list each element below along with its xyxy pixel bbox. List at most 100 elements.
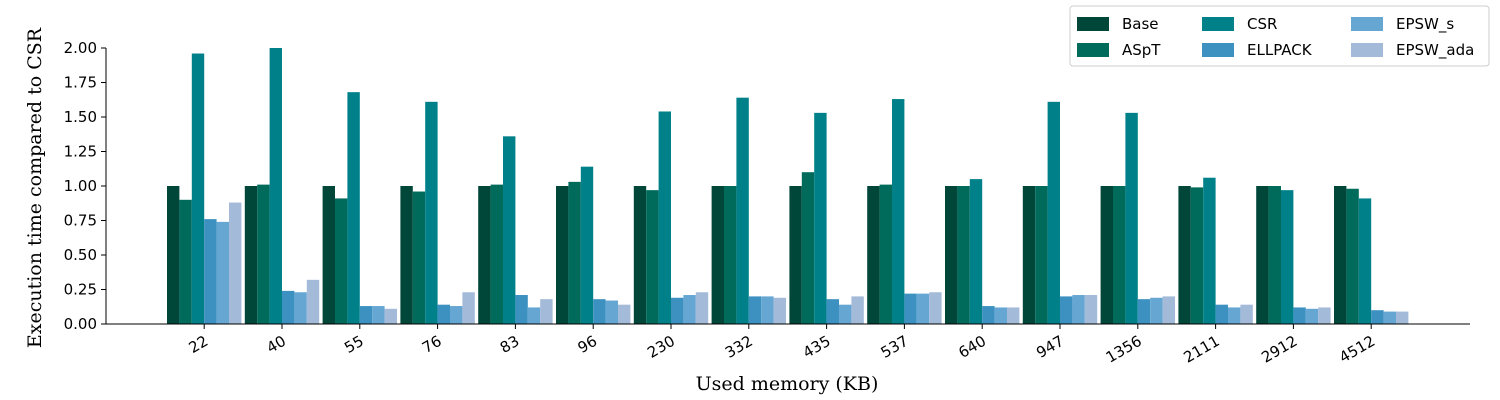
bar-epsw_s-640 xyxy=(994,307,1007,324)
legend-swatch-csr xyxy=(1202,17,1234,31)
bar-base-55 xyxy=(322,186,335,324)
legend-label-csr: CSR xyxy=(1247,15,1277,33)
bar-base-332 xyxy=(711,186,724,324)
bar-ellpack-96 xyxy=(593,299,606,324)
bar-aspt-55 xyxy=(335,198,348,324)
bar-aspt-96 xyxy=(568,181,581,324)
legend-items: Base ASpT CSR ELLPACK EPSW_s EPSW_ada xyxy=(1077,15,1474,60)
bar-epsw_ada-947 xyxy=(1084,295,1098,324)
bar-epsw_s-230 xyxy=(683,295,696,324)
y-tick-label: 1.00 xyxy=(64,177,97,195)
bar-csr-55 xyxy=(347,92,360,324)
bar-epsw_s-1356 xyxy=(1150,297,1163,324)
bar-epsw_ada-640 xyxy=(1007,307,1020,324)
bar-aspt-230 xyxy=(646,190,659,324)
bar-epsw_s-40 xyxy=(294,292,307,324)
bar-base-947 xyxy=(1022,186,1036,324)
bar-base-4512 xyxy=(1334,186,1347,324)
bar-epsw_ada-4512 xyxy=(1396,311,1409,324)
bar-epsw_s-4512 xyxy=(1383,311,1396,324)
bar-aspt-640 xyxy=(957,186,970,324)
bar-epsw_s-537 xyxy=(916,293,930,324)
bar-csr-2111 xyxy=(1203,177,1216,324)
legend-label-ellpack: ELLPACK xyxy=(1247,41,1313,59)
bar-ellpack-40 xyxy=(282,290,295,324)
y-tick-label: 0.50 xyxy=(64,246,97,264)
bar-base-76 xyxy=(400,186,413,324)
bar-aspt-40 xyxy=(257,184,270,324)
x-tick-label: 22 xyxy=(186,332,212,357)
bar-epsw_ada-537 xyxy=(929,292,942,324)
bar-epsw_ada-55 xyxy=(384,308,397,324)
bar-base-22 xyxy=(167,186,180,324)
bar-base-1356 xyxy=(1100,186,1113,324)
y-tick-label: 1.50 xyxy=(64,108,97,126)
bar-aspt-435 xyxy=(801,172,815,324)
legend-swatch-base xyxy=(1077,17,1109,31)
bar-epsw_ada-96 xyxy=(618,304,631,324)
bar-aspt-22 xyxy=(179,199,192,324)
bar-base-230 xyxy=(633,186,647,324)
bar-base-96 xyxy=(556,186,569,324)
x-tick-label: 640 xyxy=(955,332,989,362)
bar-csr-22 xyxy=(191,53,205,325)
bar-csr-4512 xyxy=(1358,198,1372,324)
bar-epsw_s-55 xyxy=(372,306,385,324)
x-ticks: 22 40 55 76 83 96 230 332 435 537 640 947 1356 2111 29… xyxy=(186,324,1378,367)
bar-aspt-83 xyxy=(490,184,503,324)
bar-epsw_s-2111 xyxy=(1228,307,1241,324)
legend-label-aspt: ASpT xyxy=(1122,41,1161,59)
bar-aspt-2912 xyxy=(1268,186,1281,324)
y-tick-label: 1.75 xyxy=(64,74,97,92)
bar-epsw_s-332 xyxy=(761,296,774,324)
bar-base-83 xyxy=(478,186,491,324)
bar-base-40 xyxy=(244,186,258,324)
bar-csr-96 xyxy=(580,166,594,324)
bar-base-2912 xyxy=(1256,186,1269,324)
legend-swatch-epsw_ada xyxy=(1351,43,1383,57)
bar-aspt-537 xyxy=(879,184,892,324)
y-ticks: 0.00 0.25 0.50 0.75 1.00 1.25 1.50 1.75 2.00 xyxy=(64,39,106,333)
bar-csr-332 xyxy=(736,97,749,325)
x-tick-label: 4512 xyxy=(1336,332,1378,367)
bar-csr-83 xyxy=(503,136,516,324)
bar-ellpack-83 xyxy=(515,295,528,324)
legend: Base ASpT CSR ELLPACK EPSW_s EPSW_ada xyxy=(1069,5,1490,67)
bar-ellpack-537 xyxy=(904,293,917,324)
x-tick-label: 83 xyxy=(497,332,523,357)
y-tick-label: 0.00 xyxy=(64,315,97,333)
bar-csr-435 xyxy=(814,112,827,324)
y-tick-label: 2.00 xyxy=(64,39,97,57)
bar-aspt-2111 xyxy=(1190,187,1204,324)
bar-epsw_s-22 xyxy=(216,221,229,324)
bar-ellpack-1356 xyxy=(1137,299,1151,324)
bar-aspt-1356 xyxy=(1113,186,1126,324)
bar-epsw_s-96 xyxy=(605,300,618,324)
bar-ellpack-2912 xyxy=(1293,307,1306,324)
bar-epsw_ada-83 xyxy=(540,299,553,324)
bar-ellpack-2111 xyxy=(1215,304,1228,324)
bar-epsw_ada-22 xyxy=(229,202,242,324)
x-tick-label: 435 xyxy=(800,332,834,362)
x-tick-label: 332 xyxy=(722,332,756,362)
bars-layer xyxy=(167,48,1409,325)
bar-csr-640 xyxy=(969,179,983,324)
bar-ellpack-947 xyxy=(1060,296,1073,324)
legend-swatch-aspt xyxy=(1077,43,1109,57)
bar-ellpack-76 xyxy=(437,304,450,324)
bar-base-640 xyxy=(945,186,958,324)
x-tick-label: 55 xyxy=(341,332,367,357)
bar-csr-230 xyxy=(658,111,671,324)
bar-epsw_s-2912 xyxy=(1305,308,1319,324)
bar-csr-40 xyxy=(269,48,282,324)
bar-csr-76 xyxy=(425,101,438,324)
bar-epsw_s-947 xyxy=(1072,295,1085,324)
legend-label-base: Base xyxy=(1122,15,1159,33)
bar-epsw_ada-1356 xyxy=(1162,296,1175,324)
bar-epsw_ada-76 xyxy=(462,292,475,324)
x-tick-label: 537 xyxy=(878,332,912,362)
x-tick-label: 96 xyxy=(575,332,601,357)
bar-aspt-947 xyxy=(1035,186,1048,324)
